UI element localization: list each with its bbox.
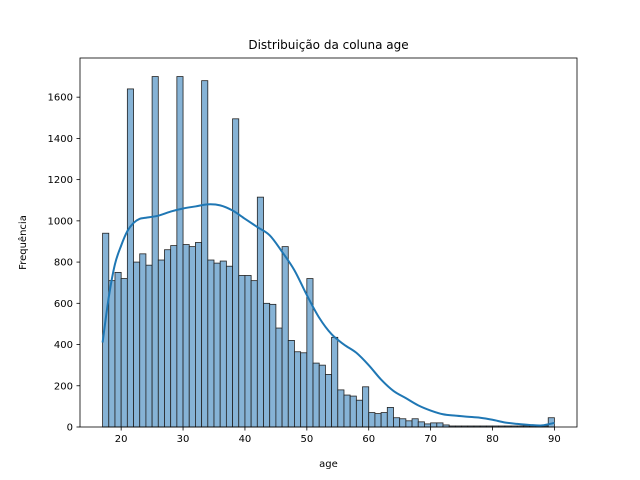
histogram-bar (157, 259, 165, 428)
x-axis-ticks: 20 30 40 50 60 70 80 90 (115, 427, 561, 445)
histogram-bar (362, 386, 370, 428)
plot-frame (79, 57, 578, 428)
histogram-bar (170, 245, 178, 428)
y-tick-label: 400 (54, 340, 73, 351)
y-tick-label: 200 (54, 381, 73, 392)
histogram-bar (300, 352, 308, 428)
histogram-bar (337, 389, 345, 428)
y-tick-label: 1400 (48, 134, 73, 145)
histogram-bar (436, 422, 444, 428)
histogram-bar (176, 76, 184, 428)
histogram-bar (219, 260, 227, 428)
histogram-bar (164, 249, 172, 428)
histogram-bar (256, 196, 264, 428)
histogram-bar (250, 280, 258, 428)
y-tick-label: 1200 (48, 175, 73, 186)
histogram-bar (424, 423, 432, 428)
y-tick-label: 600 (54, 299, 73, 310)
x-tick-label: 60 (362, 434, 375, 445)
x-tick-label: 30 (177, 434, 190, 445)
histogram-bar (386, 407, 394, 428)
histogram-bar (238, 275, 246, 428)
histogram-bar (263, 302, 271, 428)
histogram-bar (207, 259, 215, 428)
chart-title: Distribuição da coluna age (248, 38, 408, 52)
histogram-bar (281, 246, 289, 428)
x-tick-label: 50 (300, 434, 313, 445)
histogram-bar (405, 420, 413, 428)
histogram-bar (120, 278, 128, 428)
histogram-bar (182, 244, 190, 428)
x-tick-label: 20 (115, 434, 128, 445)
histogram-bar (133, 261, 141, 428)
histogram-bar (380, 412, 388, 428)
histogram-bar (318, 364, 326, 428)
histogram-bar (430, 422, 438, 428)
histogram-bar (114, 271, 122, 428)
histogram-bars (102, 76, 555, 428)
histogram-bar (195, 242, 203, 428)
histogram-bar (108, 280, 116, 428)
histogram-bar (343, 394, 351, 428)
histogram-bar (368, 412, 376, 428)
y-axis-label: Frequência (17, 215, 29, 270)
histogram-bar (294, 351, 302, 428)
kde-line (101, 203, 555, 427)
histogram-bar (275, 327, 283, 428)
histogram-bar (213, 262, 221, 428)
y-tick-label: 1000 (48, 216, 73, 227)
histogram-bar (355, 399, 363, 428)
histogram-bar (145, 264, 153, 428)
histogram-bar (417, 421, 425, 428)
histogram-bar (287, 340, 295, 428)
y-tick-label: 800 (54, 258, 73, 269)
histogram-bar (201, 80, 209, 428)
y-tick-label: 1600 (48, 93, 73, 104)
histogram-bar (188, 246, 196, 428)
y-tick-label: 0 (67, 423, 73, 434)
histogram-bar (244, 275, 252, 428)
x-tick-label: 40 (239, 434, 252, 445)
histogram-bar (393, 417, 401, 428)
histogram-bar (139, 253, 147, 428)
histogram-bar (151, 76, 159, 428)
histogram-bar (126, 88, 134, 428)
x-tick-label: 90 (548, 434, 561, 445)
y-axis-ticks: 0 200 400 600 800 1000 1200 1400 1600 (48, 93, 80, 434)
histogram-bar (325, 374, 332, 428)
x-tick-label: 80 (486, 434, 499, 445)
histogram-bar (331, 336, 339, 428)
x-axis-label: age (319, 459, 338, 470)
histogram-bar (225, 265, 233, 428)
histogram-bar (411, 418, 419, 428)
histogram-bar (312, 362, 320, 428)
histogram-bar (399, 418, 407, 428)
histogram-bar (269, 303, 277, 428)
histogram-bar (232, 118, 240, 428)
x-tick-label: 70 (424, 434, 437, 445)
histogram-bar (349, 395, 357, 428)
histogram-bar (374, 413, 382, 428)
